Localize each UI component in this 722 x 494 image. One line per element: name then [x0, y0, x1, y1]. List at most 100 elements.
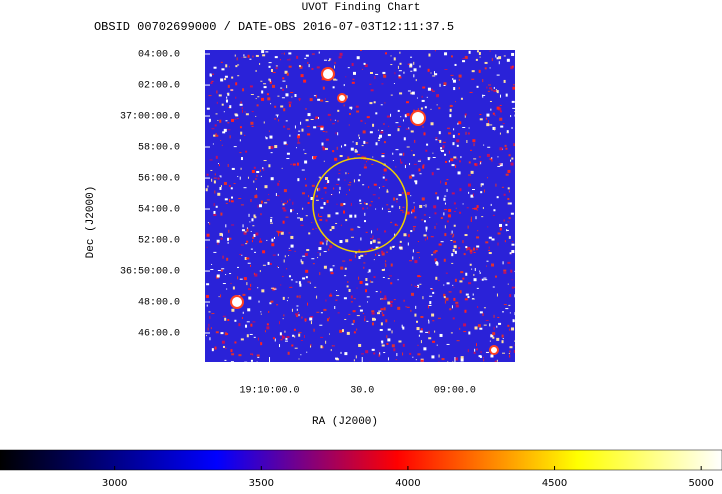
pixel: [425, 229, 427, 232]
pixel: [409, 63, 413, 67]
pixel: [470, 149, 473, 151]
pixel: [243, 277, 247, 281]
pixel: [437, 361, 440, 362]
pixel: [427, 319, 429, 321]
pixel: [320, 206, 324, 209]
pixel: [355, 252, 358, 254]
pixel: [211, 313, 215, 315]
pixel: [431, 313, 435, 317]
pixel: [485, 117, 487, 120]
pixel: [311, 258, 315, 260]
pixel: [496, 106, 500, 110]
pixel: [449, 108, 452, 112]
pixel: [421, 95, 423, 98]
pixel: [281, 167, 283, 169]
pixel: [490, 334, 494, 338]
pixel: [387, 134, 391, 137]
pixel: [349, 214, 353, 218]
pixel: [468, 50, 471, 54]
pixel: [260, 80, 263, 82]
pixel: [334, 65, 336, 69]
pixel: [456, 144, 459, 147]
pixel: [384, 263, 386, 265]
pixel: [457, 133, 460, 136]
pixel: [310, 119, 314, 121]
pixel: [273, 288, 277, 290]
pixel: [346, 194, 348, 196]
pixel: [251, 125, 254, 127]
pixel: [437, 317, 441, 319]
pixel: [349, 113, 352, 116]
pixel: [347, 172, 349, 174]
pixel: [358, 134, 360, 137]
pixel: [274, 145, 278, 149]
pixel: [473, 351, 476, 354]
pixel: [474, 163, 477, 166]
pixel: [371, 163, 374, 165]
y-tick-label: 04:00.0: [138, 50, 180, 61]
pixel: [389, 246, 392, 250]
pixel: [344, 318, 347, 320]
pixel: [435, 139, 438, 141]
pixel: [263, 160, 267, 162]
pixel: [260, 342, 263, 346]
pixel: [414, 216, 417, 219]
pixel: [488, 84, 492, 86]
pixel: [239, 139, 241, 142]
pixel: [426, 96, 428, 98]
pixel: [512, 319, 515, 323]
y-tick-label: 36:50:00.0: [120, 267, 180, 278]
pixel: [496, 57, 499, 60]
pixel: [280, 105, 284, 108]
pixel: [458, 121, 462, 125]
pixel: [459, 327, 461, 330]
pixel: [473, 158, 477, 160]
pixel: [240, 167, 242, 170]
pixel: [501, 334, 504, 338]
pixel: [292, 334, 295, 337]
pixel: [412, 256, 414, 260]
pixel: [363, 262, 366, 264]
pixel: [280, 87, 283, 89]
pixel: [297, 312, 299, 314]
pixel: [390, 303, 393, 307]
pixel: [216, 90, 218, 94]
pixel: [440, 149, 442, 151]
pixel: [494, 127, 496, 131]
pixel: [482, 357, 484, 359]
pixel: [347, 156, 350, 160]
pixel: [241, 107, 243, 110]
pixel: [291, 209, 294, 211]
pixel: [250, 353, 254, 355]
pixel: [452, 361, 454, 362]
pixel: [450, 74, 454, 76]
pixel: [377, 241, 381, 244]
pixel: [298, 332, 302, 334]
x-tick-label: 09:00.0: [434, 386, 476, 397]
pixel: [320, 127, 324, 131]
pixel: [409, 352, 412, 355]
pixel: [452, 142, 455, 146]
pixel: [385, 52, 388, 55]
pixel: [296, 213, 298, 215]
pixel: [495, 88, 497, 92]
pixel: [215, 113, 218, 115]
pixel: [467, 132, 470, 135]
pixel: [470, 216, 472, 220]
pixel: [256, 171, 260, 174]
pixel: [412, 154, 415, 157]
pixel: [321, 346, 324, 349]
pixel: [351, 62, 354, 66]
pixel: [255, 115, 257, 117]
pixel: [311, 67, 314, 70]
pixel: [482, 94, 484, 98]
y-tick-label: 37:00:00.0: [120, 112, 180, 123]
pixel: [396, 200, 398, 203]
pixel: [510, 66, 514, 70]
pixel: [227, 241, 229, 244]
pixel: [369, 204, 372, 207]
pixel: [233, 146, 237, 148]
pixel: [430, 122, 434, 126]
pixel: [366, 296, 370, 298]
pixel: [371, 317, 375, 321]
